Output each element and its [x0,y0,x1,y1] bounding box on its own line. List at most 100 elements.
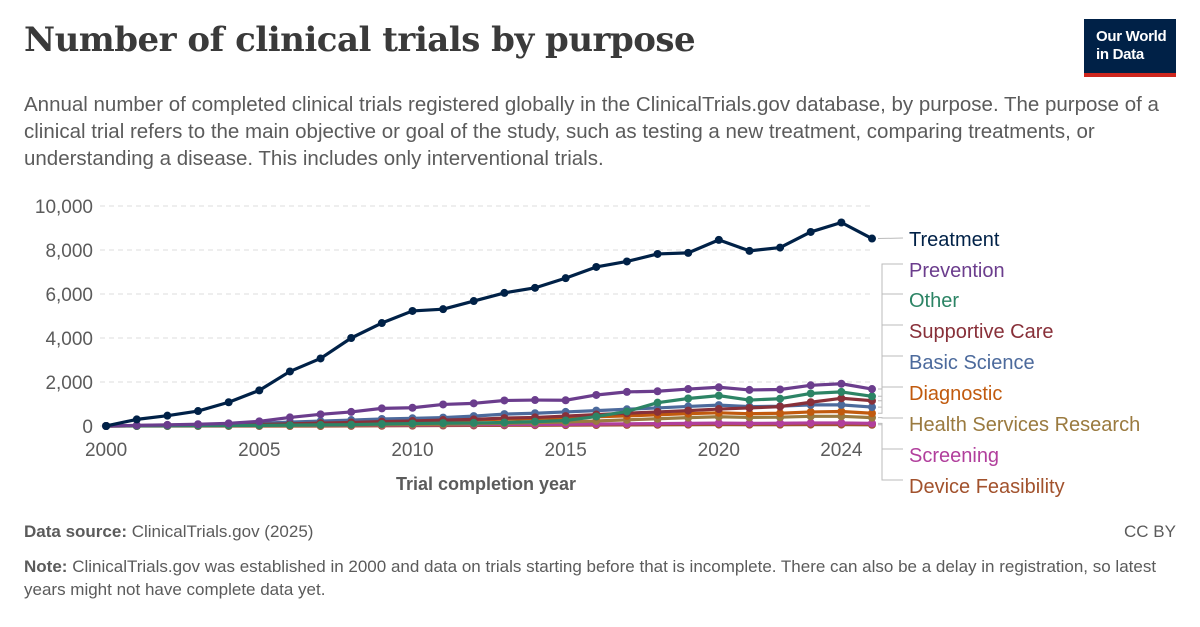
legend-item-health-services-research[interactable]: Health Services Research [878,414,1140,436]
data-point[interactable] [684,406,693,415]
data-point[interactable] [561,396,570,405]
data-point[interactable] [469,399,478,408]
data-point[interactable] [653,387,662,396]
data-point[interactable] [500,396,509,405]
license-link[interactable]: CC BY [1124,522,1176,541]
data-point[interactable] [255,417,264,426]
data-point[interactable] [531,283,540,292]
data-point[interactable] [255,386,264,395]
data-point[interactable] [194,407,203,416]
data-point[interactable] [439,419,448,428]
data-point[interactable] [622,387,631,396]
data-point[interactable] [868,419,876,428]
data-point[interactable] [531,417,540,426]
data-point[interactable] [408,419,417,428]
data-point[interactable] [714,383,723,392]
data-point[interactable] [837,387,846,396]
data-point[interactable] [776,385,785,394]
legend-item-other[interactable]: Other [878,290,959,397]
data-point[interactable] [776,402,785,411]
series-other[interactable] [102,387,876,430]
data-point[interactable] [439,305,448,314]
data-point[interactable] [745,396,754,405]
data-point[interactable] [868,409,876,418]
series-treatment[interactable] [102,218,876,431]
data-point[interactable] [592,262,601,271]
data-point[interactable] [285,367,294,376]
data-point[interactable] [868,385,876,394]
legend-item-treatment[interactable]: Treatment [877,229,1000,251]
data-point[interactable] [806,407,815,416]
data-point[interactable] [868,392,876,401]
data-point[interactable] [347,334,356,342]
data-point[interactable] [653,398,662,407]
data-point[interactable] [439,400,448,409]
data-point[interactable] [285,421,294,430]
data-point[interactable] [194,420,203,429]
data-point[interactable] [622,257,631,266]
data-point[interactable] [622,407,631,416]
legend-item-diagnostic[interactable]: Diagnostic [878,383,1002,414]
data-point[interactable] [347,420,356,429]
legend-item-device-feasibility[interactable]: Device Feasibility [878,424,1065,498]
legend-item-basic-science[interactable]: Basic Science [878,352,1035,408]
data-point[interactable] [837,379,846,388]
data-point[interactable] [653,249,662,258]
data-point[interactable] [500,418,509,427]
data-point[interactable] [469,297,478,306]
data-point[interactable] [316,354,325,363]
data-point[interactable] [500,288,509,297]
data-point[interactable] [837,218,846,227]
data-point[interactable] [102,422,111,430]
data-source-link[interactable]: ClinicalTrials.gov (2025) [131,522,314,541]
data-point[interactable] [531,396,540,405]
data-point[interactable] [837,407,846,416]
data-point[interactable] [316,410,325,419]
data-point[interactable] [684,385,693,394]
data-point[interactable] [745,246,754,255]
data-point[interactable] [561,416,570,425]
data-point[interactable] [592,390,601,399]
data-point[interactable] [132,415,141,424]
data-point[interactable] [745,409,754,418]
data-point[interactable] [684,419,693,428]
data-point[interactable] [806,389,815,398]
data-point[interactable] [837,394,846,403]
data-point[interactable] [684,394,693,403]
data-point[interactable] [224,398,233,407]
data-point[interactable] [592,412,601,421]
data-point[interactable] [806,398,815,407]
data-point[interactable] [684,248,693,257]
data-point[interactable] [837,418,846,427]
data-point[interactable] [745,403,754,412]
data-point[interactable] [745,419,754,428]
data-point[interactable] [132,421,141,430]
data-point[interactable] [469,418,478,427]
data-point[interactable] [377,420,386,429]
data-point[interactable] [837,400,846,409]
data-point[interactable] [408,306,417,315]
data-point[interactable] [714,391,723,400]
data-point[interactable] [163,411,172,420]
data-point[interactable] [714,405,723,414]
data-point[interactable] [714,235,723,244]
owid-logo[interactable]: Our World in Data [1084,19,1176,77]
data-point[interactable] [163,420,172,429]
data-point[interactable] [714,419,723,428]
data-point[interactable] [285,413,294,422]
data-point[interactable] [561,274,570,283]
data-point[interactable] [316,420,325,429]
data-point[interactable] [776,243,785,252]
data-point[interactable] [224,419,233,428]
data-point[interactable] [377,404,386,413]
data-point[interactable] [347,407,356,416]
data-point[interactable] [653,407,662,416]
data-point[interactable] [806,227,815,236]
data-point[interactable] [776,409,785,418]
data-point[interactable] [806,381,815,390]
data-point[interactable] [806,418,815,427]
data-point[interactable] [408,403,417,412]
data-point[interactable] [868,234,876,243]
data-point[interactable] [745,385,754,394]
data-point[interactable] [776,419,785,428]
